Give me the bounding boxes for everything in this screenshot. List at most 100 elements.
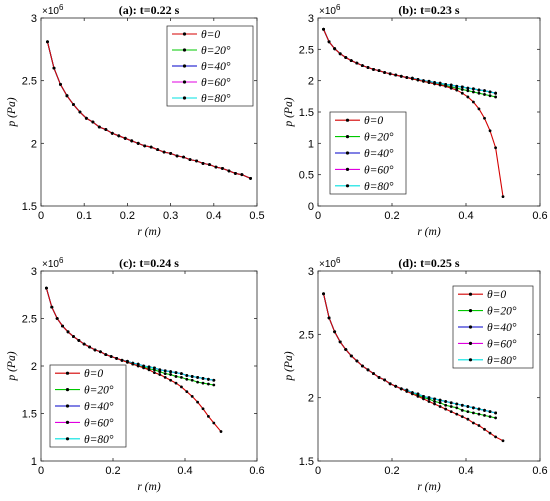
data-point [131, 362, 135, 366]
x-axis-label: r (m) [137, 481, 160, 493]
data-point [227, 169, 231, 173]
data-point [169, 378, 173, 382]
y-tick-label: 2.5 [22, 76, 37, 88]
data-point [455, 412, 459, 416]
data-point [422, 395, 425, 398]
data-point [180, 372, 183, 375]
data-point [52, 66, 56, 70]
data-point [416, 395, 420, 398]
x-axis-label: r (m) [417, 226, 440, 238]
legend-label: θ=60° [84, 417, 114, 429]
data-point [455, 406, 459, 410]
data-point [438, 83, 442, 87]
data-point [169, 373, 173, 376]
data-point [383, 71, 386, 74]
data-point [327, 40, 331, 44]
legend-marker [468, 325, 473, 329]
x-tick-label: 0.4 [458, 210, 473, 222]
data-point [477, 407, 481, 411]
data-point [477, 412, 481, 416]
x-tick-label: 0.6 [532, 210, 547, 222]
legend-marker [65, 437, 70, 441]
y-tick-label: 2.5 [22, 314, 37, 326]
data-point [120, 358, 124, 362]
data-point [361, 364, 364, 368]
legend-marker [345, 118, 350, 122]
data-point [115, 357, 118, 360]
y-exponent-label: ×106 [42, 3, 64, 17]
data-point [477, 107, 481, 111]
y-exponent-label: ×106 [319, 3, 341, 17]
data-point [46, 40, 49, 44]
data-point [422, 79, 425, 83]
data-point [472, 100, 475, 104]
data-point [201, 381, 205, 385]
data-point [488, 129, 492, 133]
chart-title: (a): t=0.22 s [119, 3, 180, 17]
legend-label: θ=0 [364, 115, 383, 127]
subplot-2: (b): t=0.23 s 0 0.2 0.4 0.6 0 0.5 1 1.5 2 2.5 3 ×106… [283, 3, 548, 238]
data-point [153, 366, 156, 370]
data-point [322, 292, 325, 296]
data-point [219, 430, 223, 433]
data-point [444, 407, 448, 411]
data-point [55, 317, 59, 320]
y-exponent-label: ×106 [319, 256, 341, 270]
data-point [405, 76, 409, 79]
x-axis-label: r (m) [137, 226, 160, 238]
data-point [163, 372, 167, 375]
y-exponent-value: 6 [59, 256, 64, 265]
y-tick-label: 3 [308, 13, 314, 25]
data-point [201, 161, 205, 165]
legend-label: θ=0 [84, 368, 103, 380]
data-point [433, 402, 436, 406]
data-point [372, 372, 375, 375]
data-point [494, 416, 497, 420]
subplot-4: (d): t=0.25 s 0 0.2 0.4 0.6 1.5 2 2.5 3 ×106 r (m)… [283, 256, 548, 493]
data-point [169, 370, 173, 374]
legend-marker [182, 80, 187, 84]
x-tick-label: 0.4 [206, 210, 221, 222]
y-tick-label: 2 [31, 361, 37, 373]
data-point [455, 402, 459, 406]
x-tick-label: 0.2 [105, 465, 120, 477]
data-point [405, 389, 409, 393]
legend-label: θ=20° [84, 385, 114, 397]
data-point [388, 382, 392, 386]
legend-label: θ=80° [84, 434, 114, 446]
data-point [394, 384, 398, 388]
data-point [416, 392, 420, 396]
data-point [93, 348, 97, 352]
data-point [349, 59, 353, 63]
data-point [433, 400, 436, 403]
data-point [174, 375, 178, 378]
data-point [97, 125, 101, 129]
legend-label: θ=40° [487, 322, 517, 334]
series-0 [46, 40, 252, 180]
legend-box [166, 25, 254, 107]
legend-marker [65, 420, 70, 424]
data-point [153, 371, 156, 375]
data-point [163, 369, 167, 373]
y-axis-label: p (Pa) [6, 97, 18, 127]
data-point [185, 374, 189, 377]
data-point [188, 158, 192, 162]
data-point [433, 397, 436, 401]
legend-label: θ=40° [364, 148, 394, 160]
legend-label: θ=20° [201, 45, 231, 57]
legend-marker [468, 358, 473, 362]
x-tick-label: 0 [315, 210, 321, 222]
legend-marker [468, 309, 473, 313]
data-point [45, 286, 48, 290]
legend-label: θ=20° [364, 132, 394, 144]
data-point [344, 56, 348, 59]
data-point [377, 376, 381, 379]
legend-label: θ=60° [201, 77, 231, 89]
data-point [110, 131, 114, 135]
data-point [190, 375, 194, 378]
y-axis-label: p (Pa) [6, 351, 18, 381]
y-tick-label: 3 [31, 266, 37, 278]
data-point [501, 195, 505, 199]
data-point [410, 77, 414, 81]
